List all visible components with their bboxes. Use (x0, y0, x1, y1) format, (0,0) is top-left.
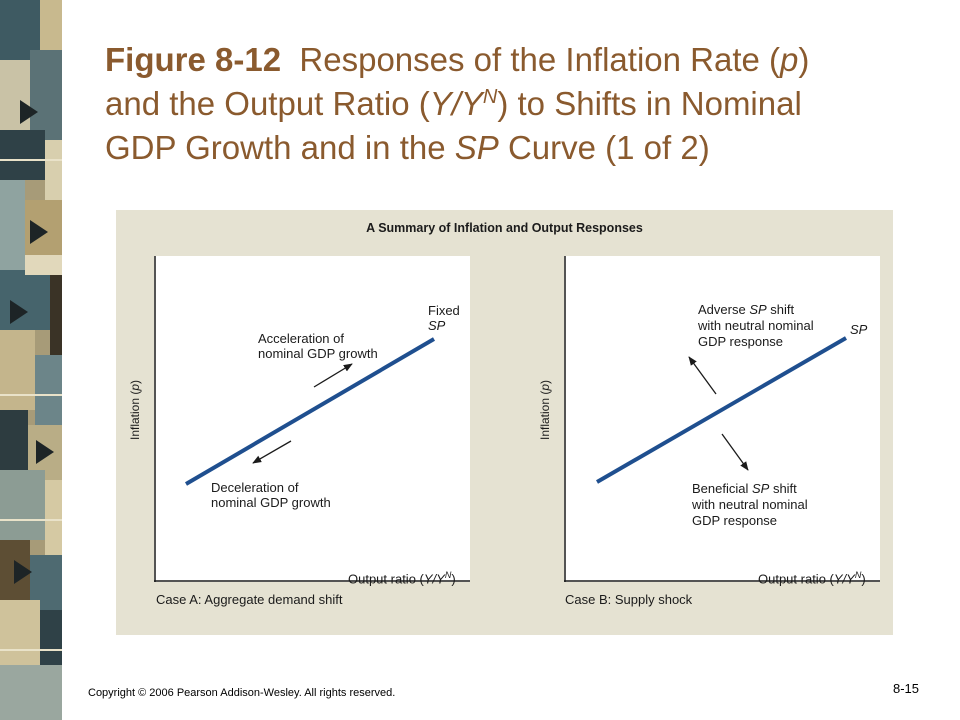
figure-number: Figure 8-12 (105, 41, 282, 78)
case-b-beneficial-arrow (721, 433, 749, 471)
case-a-sp-curve (184, 337, 436, 486)
title-line1: Responses of the Inflation Rate ( (299, 41, 781, 78)
title-ratio-var: Y/Y (429, 85, 483, 122)
case-b-sp-label: SP (850, 322, 868, 337)
case-a-caption: Case A: Aggregate demand shift (156, 592, 343, 607)
case-a-plot: Fixed SP Acceleration of nominal GDP gro… (154, 256, 470, 582)
case-b-caption: Case B: Supply shock (565, 592, 693, 607)
case-b-diagram (564, 256, 880, 582)
title-line1-end: ) (798, 41, 810, 78)
case-a-sp-label: SP (428, 318, 446, 333)
decorative-side-artwork (0, 0, 62, 720)
case-b-sp-curve (595, 336, 848, 484)
case-a-down-arrow (252, 440, 292, 464)
panel-title: A Summary of Inflation and Output Respon… (366, 221, 643, 235)
case-b-beneficial-label-2: with neutral nominal (692, 497, 808, 512)
copyright-text: Copyright © 2006 Pearson Addison-Wesley.… (88, 687, 396, 699)
slide-title: Figure 8-12 Responses of the Inflation R… (105, 38, 925, 170)
case-a-acceleration-label-2: nominal GDP growth (258, 346, 378, 361)
case-a-y-axis-label: Inflation (p) (128, 379, 142, 440)
case-b-beneficial-label-1: Beneficial SP shift (692, 481, 797, 496)
case-a-deceleration-label-2: nominal GDP growth (211, 495, 331, 510)
title-line3-end: Curve (1 of 2) (498, 129, 710, 166)
case-a-x-axis-label: Output ratio (Y/YN) (348, 570, 456, 587)
case-b-plot: SP Adverse SP shift with neutral nominal… (564, 256, 880, 582)
case-b-beneficial-label-3: GDP response (692, 513, 778, 528)
title-line2: and the Output Ratio ( (105, 85, 430, 122)
case-b-x-axis-label: Output ratio (Y/YN) (758, 570, 866, 587)
title-line3: GDP Growth and in the (105, 129, 455, 166)
case-a-up-arrow (313, 363, 353, 388)
case-b-adverse-label-3: GDP response (698, 334, 784, 349)
case-a-diagram (154, 256, 470, 582)
page-number: 8-15 (893, 681, 920, 696)
case-b-adverse-arrow (688, 356, 717, 395)
case-a-fixed-label: Fixed (428, 303, 460, 318)
figure-panel: A Summary of Inflation and Output Respon… (116, 210, 893, 635)
case-b-adverse-label-2: with neutral nominal (698, 318, 814, 333)
case-b-y-axis-label: Inflation (p) (538, 379, 552, 440)
title-p-var: p (780, 41, 799, 78)
title-line2-end: ) to Shifts in Nominal (497, 85, 802, 122)
title-ratio-sup: N (482, 86, 498, 108)
case-b-adverse-label-1: Adverse SP shift (698, 302, 795, 317)
case-a-acceleration-label-1: Acceleration of (258, 331, 344, 346)
case-a-deceleration-label-1: Deceleration of (211, 480, 299, 495)
title-sp-var: SP (454, 129, 499, 166)
